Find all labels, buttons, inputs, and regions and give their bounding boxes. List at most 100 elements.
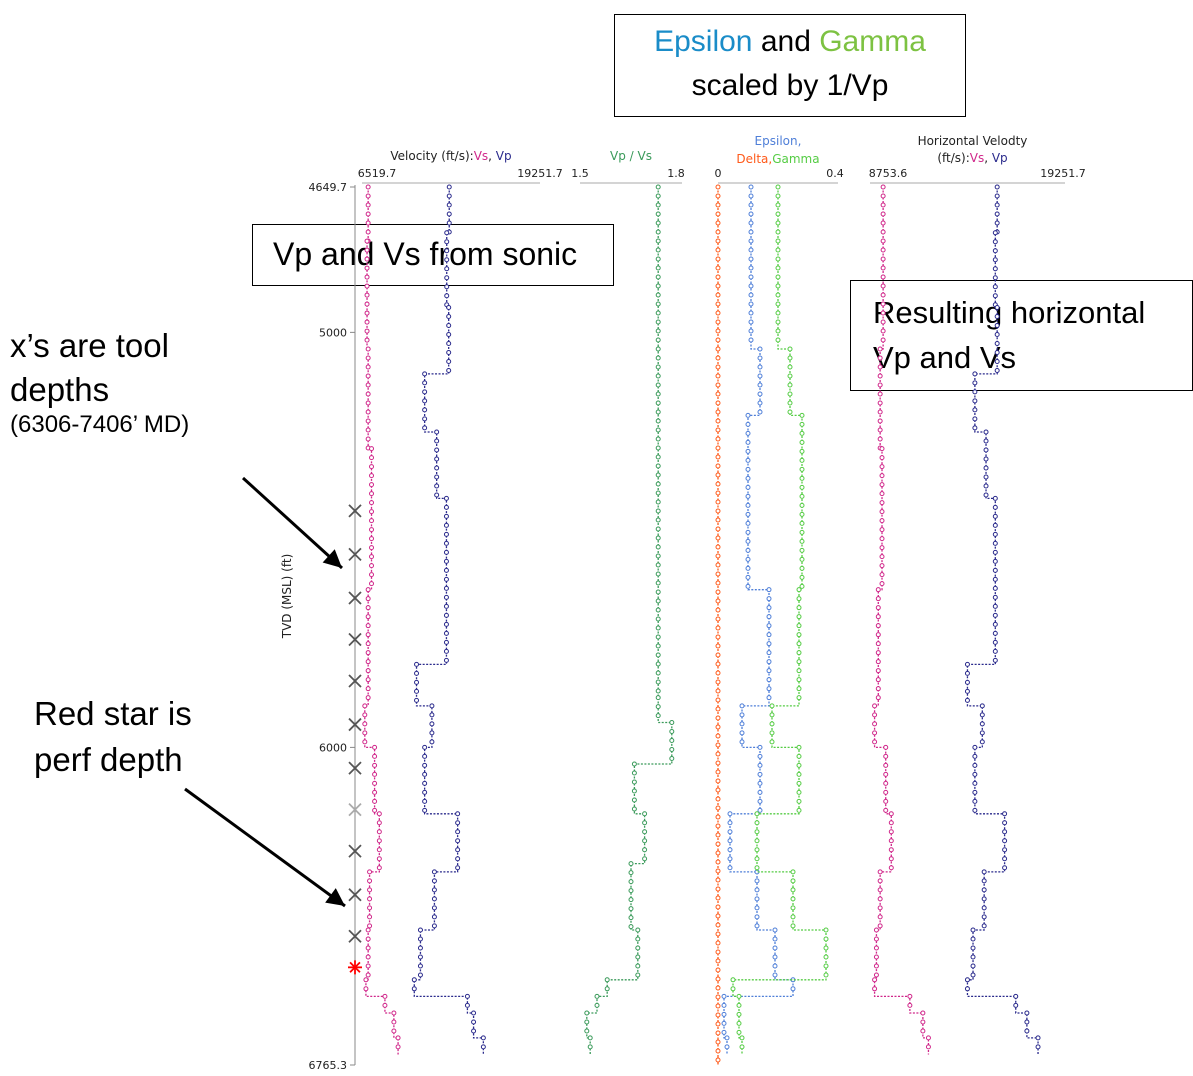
data-marker [715, 400, 721, 406]
data-marker [655, 634, 661, 640]
data-marker [391, 1010, 397, 1016]
data-marker [443, 495, 449, 501]
data-marker [775, 319, 781, 325]
data-marker [635, 936, 641, 942]
data-marker [888, 847, 894, 853]
data-marker [972, 762, 978, 768]
tool-depth-cross [348, 504, 362, 518]
data-marker [455, 820, 461, 826]
data-marker [823, 954, 829, 960]
perf-depth-note: Red star is perf depth [34, 694, 192, 780]
data-marker [883, 762, 889, 768]
data-marker [642, 811, 648, 817]
data-marker [655, 337, 661, 343]
data-marker [873, 936, 879, 942]
data-marker [715, 751, 721, 757]
data-marker [880, 211, 886, 217]
data-marker [799, 457, 805, 463]
data-marker [745, 466, 751, 472]
data-marker [754, 865, 760, 871]
data-marker [628, 879, 634, 885]
data-marker [367, 923, 373, 929]
track-title-part: (ft/s): [937, 151, 969, 165]
track-xmax-label: 19251.7 [1040, 167, 1086, 180]
horizontal-label-line2: Vp and Vs [873, 340, 1017, 375]
data-marker [369, 455, 375, 461]
data-marker [790, 869, 796, 875]
data-marker [376, 820, 382, 826]
data-marker [775, 220, 781, 226]
data-marker [715, 337, 721, 343]
data-marker [655, 508, 661, 514]
data-marker [655, 589, 661, 595]
data-marker [434, 456, 440, 462]
data-marker [883, 753, 889, 759]
data-marker [799, 439, 805, 445]
data-marker [635, 945, 641, 951]
data-marker [757, 798, 763, 804]
data-marker [875, 668, 881, 674]
data-marker [748, 184, 754, 190]
data-marker [730, 977, 736, 983]
data-marker [446, 304, 452, 310]
data-marker [754, 896, 760, 902]
tool-depth-marker [348, 929, 362, 943]
data-marker [879, 491, 885, 497]
data-marker [877, 905, 883, 911]
data-marker [799, 484, 805, 490]
data-marker [875, 650, 881, 656]
data-marker [369, 491, 375, 497]
data-marker [796, 807, 802, 813]
data-marker [992, 504, 998, 510]
data-marker [422, 407, 428, 413]
data-marker [655, 652, 661, 658]
data-marker [715, 904, 721, 910]
data-marker [369, 509, 375, 515]
data-marker [369, 563, 375, 569]
data-marker [754, 905, 760, 911]
series-line-vp [966, 187, 1039, 1055]
data-marker [875, 596, 881, 602]
data-marker [655, 220, 661, 226]
data-marker [790, 905, 796, 911]
data-marker [983, 492, 989, 498]
data-marker [880, 328, 886, 334]
data-marker [444, 266, 450, 272]
data-marker [715, 517, 721, 523]
data-marker [873, 927, 879, 933]
data-marker [790, 896, 796, 902]
data-marker [796, 632, 802, 638]
data-marker [994, 304, 1000, 310]
data-marker [775, 337, 781, 343]
data-marker [715, 859, 721, 865]
data-marker [365, 373, 371, 379]
data-marker [754, 829, 760, 835]
data-marker [715, 967, 721, 973]
data-marker [964, 670, 970, 676]
data-marker [748, 193, 754, 199]
data-marker [715, 976, 721, 982]
data-marker [748, 274, 754, 280]
data-marker [464, 993, 470, 999]
track-xmax-label: 19251.7 [517, 167, 563, 180]
data-marker [994, 313, 1000, 319]
data-marker [635, 927, 641, 933]
data-marker [983, 474, 989, 480]
data-marker [376, 811, 382, 817]
data-marker [877, 400, 883, 406]
data-marker [372, 753, 378, 759]
data-marker [748, 211, 754, 217]
data-marker [880, 202, 886, 208]
data-marker [715, 1039, 721, 1045]
data-marker [631, 806, 637, 812]
data-marker [992, 603, 998, 609]
data-marker [745, 475, 751, 481]
series-line-vp [413, 187, 485, 1055]
data-marker [715, 418, 721, 424]
tool-depth-cross [348, 632, 362, 647]
data-marker [880, 256, 886, 262]
track-title-part: Vp [496, 149, 512, 163]
data-marker [655, 373, 661, 379]
tool-depth-cross [348, 674, 362, 688]
data-marker [745, 484, 751, 490]
